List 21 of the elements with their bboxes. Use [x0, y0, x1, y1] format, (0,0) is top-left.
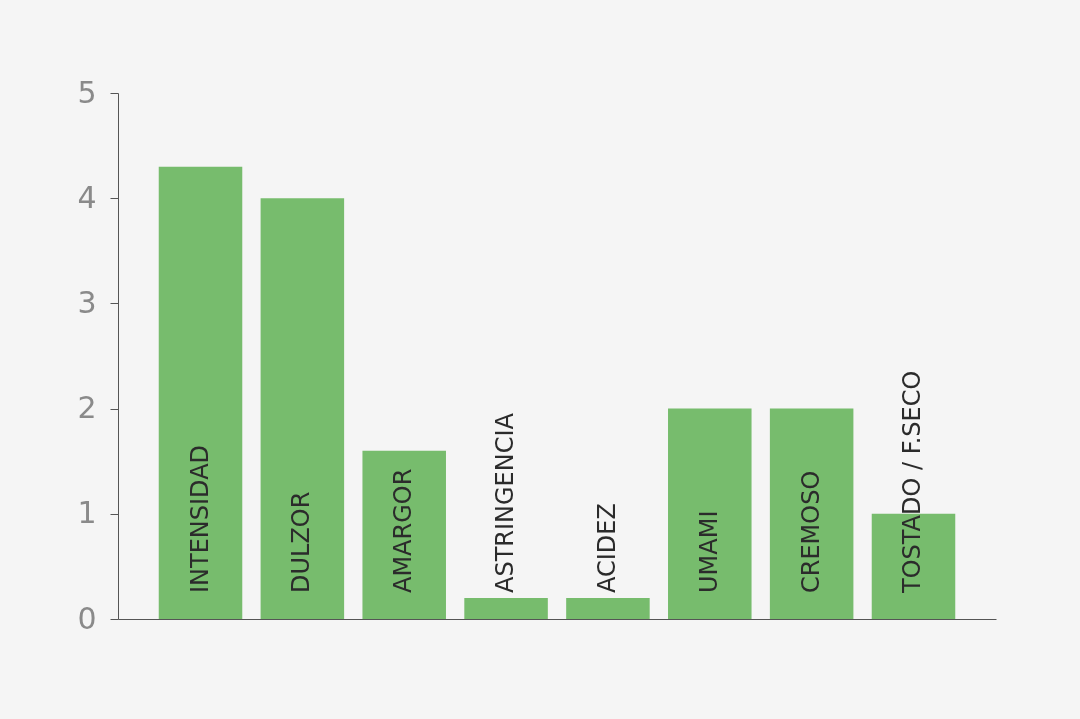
bar	[260, 198, 345, 619]
x-tick-label: ASTRINGENCIA	[491, 412, 520, 593]
y-tick-label: 3	[77, 284, 97, 320]
x-tick-label: UMAMI	[694, 510, 723, 593]
y-tick-label: 0	[77, 600, 97, 636]
x-tick-label: DULZOR	[287, 491, 316, 593]
x-tick-label: INTENSIDAD	[185, 444, 214, 593]
y-tick-label: 2	[77, 390, 97, 426]
x-tick-label: CREMOSO	[796, 470, 825, 593]
y-tick-label: 5	[77, 74, 97, 110]
bar	[158, 166, 243, 619]
bar	[362, 450, 446, 619]
bar	[769, 408, 854, 619]
y-tick-label: 4	[77, 179, 97, 215]
bar	[464, 597, 548, 619]
bar	[668, 408, 752, 619]
y-tick-label: 1	[77, 495, 97, 531]
x-tick-label: ACIDEZ	[592, 503, 621, 593]
x-tick-label: AMARGOR	[389, 468, 418, 593]
x-tick-label: TOSTADO / F.SECO	[898, 370, 927, 594]
bar	[566, 597, 650, 619]
